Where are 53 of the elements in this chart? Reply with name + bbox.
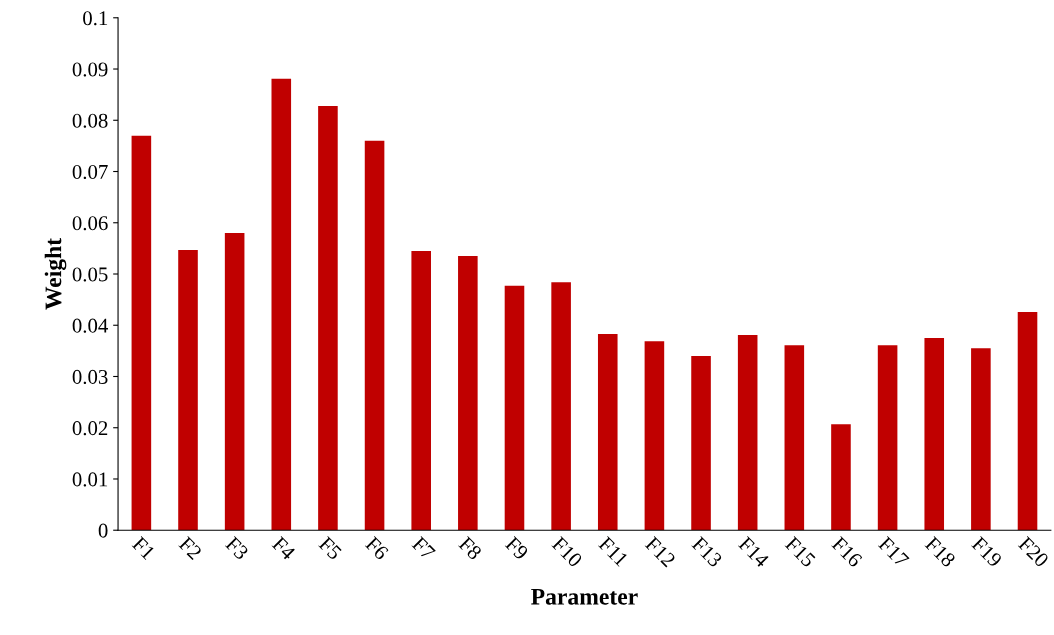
x-tick-label: F15 [784,536,817,568]
bar [971,348,991,531]
x-tick-label: F7 [411,536,436,561]
x-tick-label: F5 [317,536,343,561]
bar [458,256,478,531]
y-tick-label: 0.03 [72,369,108,385]
bar [504,285,525,531]
x-tick-label: F16 [831,535,863,568]
bar [224,233,245,531]
y-tick-label: 0.01 [72,472,108,487]
y-tick-label: 0.07 [72,164,108,180]
y-tick-label: 0.02 [72,421,108,436]
y-tick-label: 0.04 [72,318,108,333]
x-tick-label: F18 [924,535,957,568]
bar [1017,311,1038,531]
x-tick-label: F17 [877,536,910,568]
y-tick-label: 0.06 [72,216,108,231]
bar [597,333,618,531]
bar [924,338,945,531]
y-axis-title: Weight [44,238,67,310]
x-axis-title: Parameter [531,588,638,605]
x-tick-label: F6 [364,535,390,561]
y-tick-label: 0.1 [83,11,108,26]
x-tick-label: F2 [178,535,203,561]
bar [691,355,711,531]
x-tick-label: F9 [504,535,529,561]
x-tick-label: F8 [457,535,483,561]
y-tick-label: 0.08 [72,113,108,128]
y-tick-label: 0 [98,523,108,538]
x-tick-label: F20 [1017,535,1050,568]
x-tick-label: F14 [737,536,770,568]
x-tick-label: F12 [644,535,677,568]
bar [784,345,805,531]
bar [178,249,198,531]
bar [551,282,571,531]
bar [737,334,758,531]
bar [271,78,292,531]
bar [318,105,338,531]
bar [131,135,152,531]
x-tick-label: F11 [597,536,629,567]
bar [831,424,851,531]
bar [411,250,431,531]
x-tick-label: F3 [224,535,250,561]
y-tick-label: 0.09 [72,62,108,77]
bar [877,345,898,531]
x-tick-label: F19 [970,535,1003,568]
x-tick-label: F10 [551,535,584,568]
x-tick-label: F13 [691,535,723,568]
bar [644,341,665,531]
x-tick-label: F4 [271,536,297,561]
x-tick-label: F1 [131,536,156,560]
bar [364,140,385,531]
y-tick-label: 0.05 [72,267,108,282]
